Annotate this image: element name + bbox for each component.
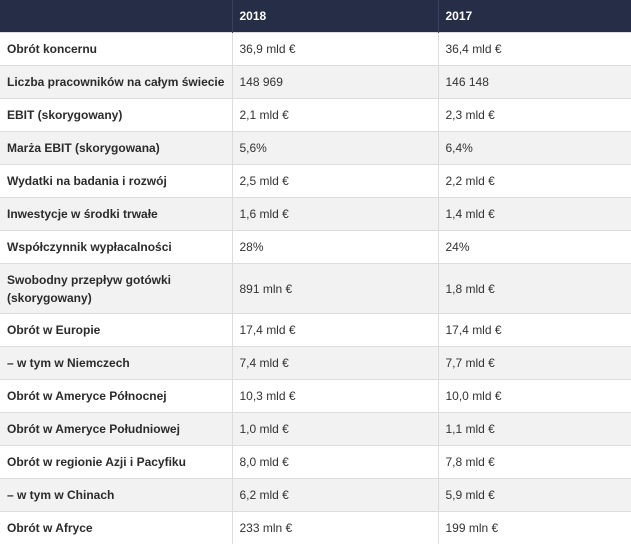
row-label: – w tym w Chinach xyxy=(0,478,233,512)
table-header-row: 2018 2017 xyxy=(0,0,631,33)
value-2017: 1,8 mld € xyxy=(438,263,631,314)
row-label: Obrót w Afryce xyxy=(0,511,233,544)
value-2018: 28% xyxy=(232,230,439,264)
row-label: Marża EBIT (skorygowana) xyxy=(0,131,233,165)
row-label: EBIT (skorygowany) xyxy=(0,98,233,132)
table-row: Swobodny przepływ gotówki (skorygowany) … xyxy=(0,263,631,314)
row-label: Obrót w Europie xyxy=(0,313,233,347)
table-row: Obrót w Europie 17,4 mld € 17,4 mld € xyxy=(0,313,631,347)
row-label: Obrót w Ameryce Północnej xyxy=(0,379,233,413)
table-row: Obrót w Ameryce Południowej 1,0 mld € 1,… xyxy=(0,412,631,446)
value-2017: 7,8 mld € xyxy=(438,445,631,479)
table-row: Wydatki na badania i rozwój 2,5 mld € 2,… xyxy=(0,164,631,198)
value-2018: 891 mln € xyxy=(232,263,439,314)
value-2018: 8,0 mld € xyxy=(232,445,439,479)
value-2017: 6,4% xyxy=(438,131,631,165)
value-2017: 1,4 mld € xyxy=(438,197,631,231)
value-2017: 146 148 xyxy=(438,65,631,99)
value-2018: 1,0 mld € xyxy=(232,412,439,446)
table-row: EBIT (skorygowany) 2,1 mld € 2,3 mld € xyxy=(0,98,631,132)
value-2017: 10,0 mld € xyxy=(438,379,631,413)
value-2017: 199 mln € xyxy=(438,511,631,544)
value-2018: 10,3 mld € xyxy=(232,379,439,413)
value-2018: 7,4 mld € xyxy=(232,346,439,380)
value-2018: 2,1 mld € xyxy=(232,98,439,132)
table-row: Obrót w Afryce 233 mln € 199 mln € xyxy=(0,511,631,544)
table-row: Liczba pracowników na całym świecie 148 … xyxy=(0,65,631,99)
value-2017: 36,4 mld € xyxy=(438,32,631,66)
row-label: Inwestycje w środki trwałe xyxy=(0,197,233,231)
row-label: – w tym w Niemczech xyxy=(0,346,233,380)
value-2018: 6,2 mld € xyxy=(232,478,439,512)
table-row: – w tym w Niemczech 7,4 mld € 7,7 mld € xyxy=(0,346,631,380)
table-row: Obrót w Ameryce Północnej 10,3 mld € 10,… xyxy=(0,379,631,413)
table-row: Inwestycje w środki trwałe 1,6 mld € 1,4… xyxy=(0,197,631,231)
value-2017: 1,1 mld € xyxy=(438,412,631,446)
row-label: Obrót w Ameryce Południowej xyxy=(0,412,233,446)
value-2018: 5,6% xyxy=(232,131,439,165)
value-2018: 36,9 mld € xyxy=(232,32,439,66)
table-row: Obrót koncernu 36,9 mld € 36,4 mld € xyxy=(0,32,631,66)
value-2017: 24% xyxy=(438,230,631,264)
value-2017: 7,7 mld € xyxy=(438,346,631,380)
row-label: Liczba pracowników na całym świecie xyxy=(0,65,233,99)
value-2018: 1,6 mld € xyxy=(232,197,439,231)
row-label: Wydatki na badania i rozwój xyxy=(0,164,233,198)
value-2017: 2,2 mld € xyxy=(438,164,631,198)
row-label: Obrót koncernu xyxy=(0,32,233,66)
table-row: Marża EBIT (skorygowana) 5,6% 6,4% xyxy=(0,131,631,165)
value-2017: 2,3 mld € xyxy=(438,98,631,132)
value-2018: 148 969 xyxy=(232,65,439,99)
table-row: Współczynnik wypłacalności 28% 24% xyxy=(0,230,631,264)
value-2017: 17,4 mld € xyxy=(438,313,631,347)
value-2018: 2,5 mld € xyxy=(232,164,439,198)
row-label: Obrót w regionie Azji i Pacyfiku xyxy=(0,445,233,479)
value-2018: 17,4 mld € xyxy=(232,313,439,347)
value-2017: 5,9 mld € xyxy=(438,478,631,512)
table-row: – w tym w Chinach 6,2 mld € 5,9 mld € xyxy=(0,478,631,512)
value-2018: 233 mln € xyxy=(232,511,439,544)
table-row: Obrót w regionie Azji i Pacyfiku 8,0 mld… xyxy=(0,445,631,479)
header-label-column xyxy=(0,0,233,33)
row-label: Swobodny przepływ gotówki (skorygowany) xyxy=(0,263,233,314)
row-label: Współczynnik wypłacalności xyxy=(0,230,233,264)
header-2018: 2018 xyxy=(232,0,439,33)
header-2017: 2017 xyxy=(438,0,631,33)
